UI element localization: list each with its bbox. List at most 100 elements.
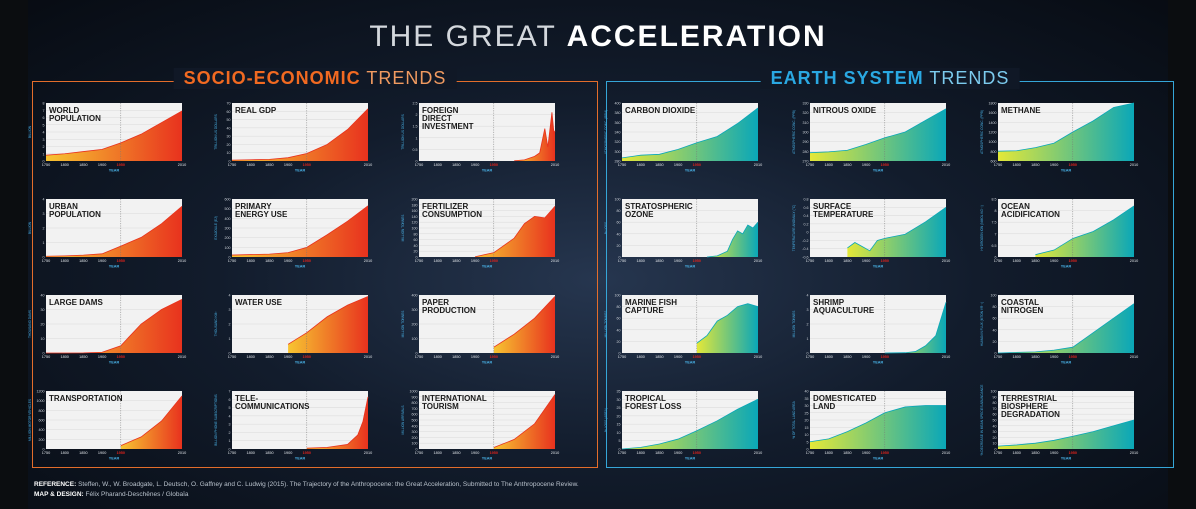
left-edge-bar [0, 0, 28, 509]
x-tick-label: 1750 [994, 259, 1002, 263]
y-tick-label: 0.8 [804, 198, 809, 202]
y-tick-label: 20 [414, 250, 418, 254]
chart-title-large-dams: LARGE DAMS [49, 298, 103, 307]
y-tick-label: 120 [412, 221, 418, 225]
data-area-ocean-acidification [1035, 205, 1134, 257]
x-tick-label: 2010 [1130, 451, 1138, 455]
x-axis-label: YEAR [109, 457, 120, 461]
y-tick-label: 7.5 [992, 221, 997, 225]
y-tick-label: 0 [416, 448, 418, 452]
x-tick-label: 1850 [452, 163, 460, 167]
y-tick-label: 60 [227, 110, 231, 114]
y-tick-label: 0 [416, 160, 418, 164]
x-tick-label: 1900 [471, 259, 479, 263]
x-tick-label: 2010 [1130, 163, 1138, 167]
y-tick-label: 400 [225, 217, 231, 221]
x-tick-label: 1800 [1012, 163, 1020, 167]
y-tick-label: 3 [43, 212, 45, 216]
y-tick-label: 100 [615, 198, 621, 202]
y-tick-label: 5 [43, 123, 45, 127]
x-tick-label: 1950 [303, 259, 311, 263]
y-tick-label: 180 [412, 203, 418, 207]
x-tick-label: 1950 [881, 259, 889, 263]
chart-telecommunications: 7 6 5 4 3 2 1 0 1750 1800 1850 1900 1950 2010 YEAR BILL… [214, 388, 372, 466]
chart-title-foreign-direct-investment: FOREIGN DIRECT INVESTMENT [422, 106, 474, 131]
y-tick-label: 300 [225, 227, 231, 231]
y-axis-label: TEMPERATURE ANOMALY (°C) [792, 205, 796, 251]
y-tick-label: 320 [615, 140, 621, 144]
x-tick-label: 1850 [843, 259, 851, 263]
y-tick-label: 60 [414, 238, 418, 242]
x-tick-label: 1950 [881, 163, 889, 167]
chart-title-primary-energy-use: PRIMARY ENERGY USE [235, 202, 288, 219]
data-area-world-population [46, 110, 182, 161]
x-tick-label: 1900 [471, 163, 479, 167]
x-axis-label: YEAR [295, 361, 306, 365]
data-area-telecommunications [306, 396, 368, 449]
title-thin: THE GREAT [369, 20, 567, 53]
y-tick-label: 20 [617, 414, 621, 418]
data-area-urban-population [46, 206, 182, 257]
y-tick-label: 5 [619, 439, 621, 443]
y-tick-label: 360 [615, 121, 621, 125]
chart-paper-production: 400 300 200 100 0 1750 1800 1850 1900 1950 2010 YEA… [401, 292, 559, 370]
y-tick-label: 4 [807, 294, 809, 298]
x-tick-label: 2010 [364, 259, 372, 263]
y-tick-label: 2 [43, 227, 45, 231]
x-tick-label: 1900 [862, 355, 870, 359]
x-tick-label: 1750 [994, 451, 1002, 455]
y-tick-label: 1 [43, 152, 45, 156]
chart-tropical-forest-loss: 35 30 25 20 15 10 5 0 1750 1800 1850 1900 1950 2010 YE… [604, 388, 762, 466]
y-tick-label: 5 [229, 406, 231, 410]
x-tick-label: 1900 [98, 259, 106, 263]
y-tick-label: 25 [805, 411, 809, 415]
x-tick-label: 1900 [1050, 355, 1058, 359]
x-tick-label: 1850 [265, 163, 273, 167]
y-tick-label: 80 [993, 401, 997, 405]
x-tick-label: 1850 [655, 163, 663, 167]
reference-label: REFERENCE: [34, 481, 77, 488]
y-tick-label: 3 [807, 308, 809, 312]
x-tick-label: 1900 [674, 259, 682, 263]
x-tick-label: 1950 [1069, 451, 1077, 455]
data-line-coastal-nitrogen [997, 303, 1135, 354]
y-tick-label: 0 [229, 352, 231, 356]
y-tick-label: 600 [225, 198, 231, 202]
data-line-terrestrial-biosphere-degradation [997, 419, 1135, 447]
x-tick-label: 1950 [1069, 163, 1077, 167]
y-tick-label: 0 [416, 256, 418, 260]
y-tick-label: 600 [412, 413, 418, 417]
y-tick-label: 50 [227, 118, 231, 122]
y-tick-label: 80 [993, 305, 997, 309]
x-tick-label: 2010 [942, 163, 950, 167]
right-edge-bar [1168, 0, 1196, 509]
chart-title-paper-production: PAPER PRODUCTION [422, 298, 476, 315]
x-tick-label: 1750 [806, 163, 814, 167]
chart-title-nitrous-oxide: NITROUS OXIDE [813, 106, 877, 115]
socio-economic-panel: SOCIO-ECONOMIC TRENDS [32, 68, 598, 468]
x-tick-label: 1900 [862, 163, 870, 167]
y-tick-label: 6 [995, 256, 997, 260]
y-tick-label: 40 [805, 390, 809, 394]
x-tick-label: 2010 [1130, 259, 1138, 263]
x-tick-label: 1950 [303, 163, 311, 167]
data-line-surface-temperature [847, 206, 947, 252]
y-tick-label: 1400 [989, 121, 997, 125]
plot-background [232, 391, 368, 449]
chart-title-international-tourism: INTERNATIONAL TOURISM [422, 394, 487, 411]
y-tick-label: 30 [41, 308, 45, 312]
y-tick-label: 2.5 [413, 102, 418, 106]
y-tick-label: 10 [617, 431, 621, 435]
y-tick-label: 3 [43, 138, 45, 142]
y-tick-label: 400 [39, 428, 45, 432]
y-tick-label: 800 [39, 409, 45, 413]
x-axis-label: YEAR [1061, 169, 1072, 173]
y-tick-label: 40 [41, 294, 45, 298]
x-tick-label: 1800 [824, 259, 832, 263]
y-tick-label: 20 [41, 323, 45, 327]
x-tick-label: 1800 [433, 163, 441, 167]
x-tick-label: 1900 [98, 355, 106, 359]
